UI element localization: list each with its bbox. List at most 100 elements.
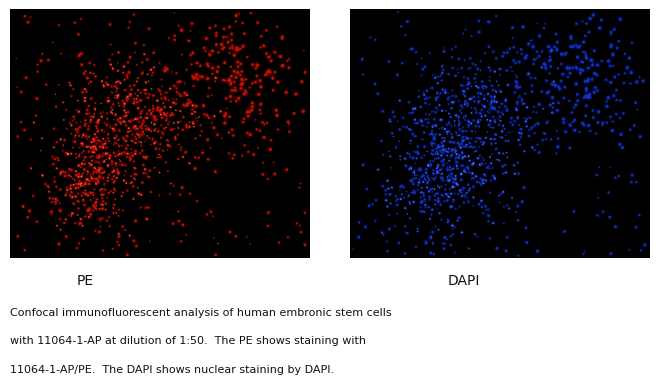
Point bbox=[154, 151, 164, 157]
Point bbox=[581, 103, 592, 109]
Point bbox=[118, 119, 129, 125]
Point bbox=[609, 74, 620, 80]
Point bbox=[168, 126, 179, 132]
Point bbox=[176, 27, 187, 33]
Point bbox=[427, 147, 438, 154]
Point bbox=[78, 182, 88, 188]
Point bbox=[471, 173, 481, 179]
Point bbox=[422, 179, 433, 185]
Point bbox=[135, 124, 146, 130]
Point bbox=[414, 180, 425, 186]
Point bbox=[97, 153, 108, 159]
Point bbox=[455, 171, 466, 177]
Point bbox=[170, 133, 180, 139]
Point bbox=[157, 83, 168, 89]
Point bbox=[154, 151, 164, 157]
Point bbox=[205, 52, 215, 58]
Point bbox=[197, 74, 208, 80]
Point bbox=[111, 140, 121, 146]
Point bbox=[129, 175, 139, 181]
Point bbox=[498, 163, 508, 169]
Point bbox=[84, 103, 94, 109]
Point bbox=[71, 151, 81, 157]
Point bbox=[281, 167, 292, 173]
Point bbox=[480, 173, 490, 179]
Point bbox=[460, 27, 471, 33]
Point bbox=[119, 77, 130, 83]
Point bbox=[384, 117, 395, 123]
Point bbox=[581, 55, 592, 62]
Point bbox=[96, 110, 106, 116]
Point bbox=[520, 91, 531, 97]
Point bbox=[94, 155, 105, 161]
Point bbox=[418, 66, 428, 72]
Point bbox=[478, 180, 489, 186]
Point bbox=[494, 150, 504, 156]
Point bbox=[239, 91, 249, 97]
Point bbox=[436, 166, 446, 173]
Point bbox=[114, 49, 124, 55]
Point bbox=[45, 195, 55, 201]
Point bbox=[444, 158, 455, 164]
Point bbox=[55, 172, 65, 178]
Point bbox=[473, 234, 483, 240]
Point bbox=[203, 63, 214, 70]
Point bbox=[465, 140, 475, 146]
Point bbox=[103, 135, 114, 141]
Point bbox=[51, 223, 62, 229]
Point bbox=[98, 141, 108, 147]
Point bbox=[108, 205, 119, 211]
Point bbox=[154, 88, 165, 94]
Point bbox=[195, 122, 206, 128]
Point bbox=[436, 217, 447, 223]
Point bbox=[477, 198, 487, 204]
Point bbox=[132, 99, 143, 105]
Point bbox=[491, 55, 502, 62]
Point bbox=[106, 62, 116, 68]
Point bbox=[81, 117, 91, 123]
Point bbox=[438, 142, 448, 149]
Point bbox=[483, 218, 494, 224]
Point bbox=[395, 196, 406, 202]
Point bbox=[442, 129, 452, 135]
Point bbox=[441, 108, 451, 114]
Point bbox=[106, 109, 116, 115]
Point bbox=[103, 150, 114, 157]
Point bbox=[66, 213, 77, 219]
Point bbox=[444, 194, 454, 200]
Point bbox=[71, 193, 81, 200]
Point bbox=[131, 140, 141, 146]
Point bbox=[393, 240, 404, 246]
Point bbox=[447, 184, 457, 190]
Point bbox=[449, 184, 459, 190]
Point bbox=[467, 95, 477, 101]
Point bbox=[514, 93, 525, 99]
Point bbox=[444, 128, 454, 135]
Point bbox=[18, 204, 28, 210]
Point bbox=[548, 79, 559, 85]
Point bbox=[141, 123, 151, 129]
Point bbox=[61, 190, 72, 196]
Point bbox=[459, 166, 469, 173]
Point bbox=[145, 168, 155, 174]
Point bbox=[490, 119, 500, 125]
Point bbox=[257, 171, 268, 177]
Point bbox=[588, 12, 599, 18]
Point bbox=[74, 53, 84, 59]
Point bbox=[442, 217, 453, 223]
Point bbox=[103, 95, 114, 101]
Point bbox=[448, 165, 459, 171]
Point bbox=[461, 169, 471, 176]
Point bbox=[565, 122, 576, 128]
Point bbox=[192, 118, 203, 124]
Point bbox=[168, 100, 179, 106]
Point bbox=[482, 19, 493, 25]
Point bbox=[577, 67, 587, 73]
Point bbox=[534, 33, 544, 39]
Point bbox=[405, 138, 416, 144]
Point bbox=[521, 225, 531, 231]
Point bbox=[202, 61, 213, 67]
Point bbox=[476, 139, 486, 145]
Point bbox=[408, 131, 418, 137]
Point bbox=[473, 117, 483, 124]
